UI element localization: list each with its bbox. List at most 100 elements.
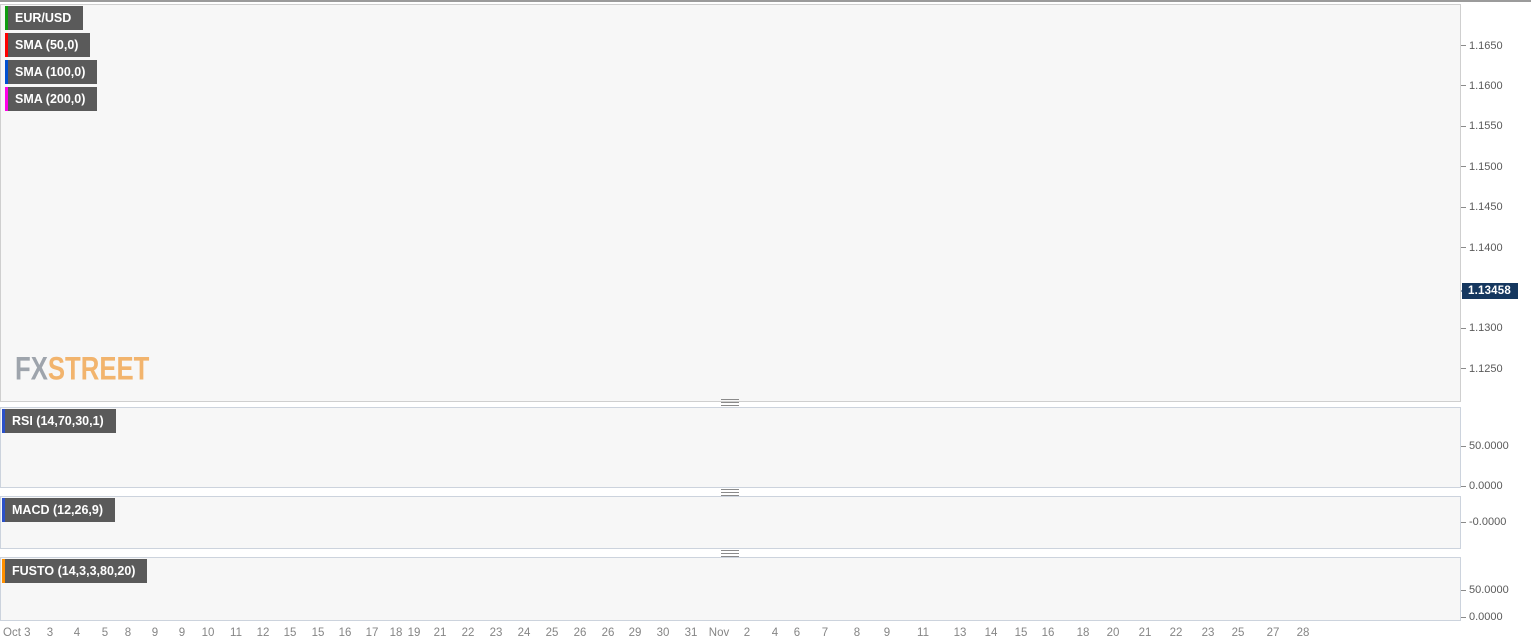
y-axis-tick-mark (1461, 616, 1466, 618)
x-axis-label: 15 (311, 627, 325, 639)
panel-resize-handle-rsi-macd[interactable] (721, 489, 739, 496)
x-axis-label: 6 (793, 627, 801, 639)
y-axis-tick-mark (1461, 521, 1466, 523)
x-axis-label: 16 (1041, 627, 1055, 639)
y-axis-tick-mark (1461, 166, 1466, 168)
legend-sma200-chip[interactable]: SMA (200,0) (5, 87, 98, 111)
x-axis-label: 9 (883, 627, 891, 639)
y-axis-tick-label: 1.1250 (1469, 362, 1503, 375)
y-axis-tick-label: 1.1400 (1469, 241, 1503, 254)
y-axis-tick-label: 0.0000 (1469, 480, 1503, 492)
y-axis-tick-mark (1461, 368, 1466, 370)
panel-resize-handle-main-rsi[interactable] (721, 399, 739, 406)
x-axis-label: 19 (407, 627, 421, 639)
y-axis-tick-label: 1.1550 (1469, 120, 1503, 133)
y-axis-tick-label: 1.1650 (1469, 39, 1503, 52)
x-axis-label: 15 (1014, 627, 1028, 639)
y-axis-tick-mark (1461, 485, 1466, 487)
x-axis-label: 3 (46, 627, 54, 639)
y-axis-tick-label: 1.1300 (1469, 322, 1503, 335)
rsi-label: RSI (14,70,30,1) (5, 409, 116, 433)
x-axis-label: 30 (656, 627, 670, 639)
x-axis-label: 18 (389, 627, 403, 639)
y-axis-tick-mark (1461, 247, 1466, 248)
x-axis-label: 25 (1231, 627, 1245, 639)
x-axis-label: 26 (601, 627, 615, 639)
x-axis-label: 15 (283, 627, 297, 639)
y-axis-tick-label: 1.1500 (1469, 160, 1503, 173)
x-axis-label: 23 (489, 627, 503, 639)
y-axis-tick-mark (1461, 125, 1466, 127)
x-axis-label: 14 (984, 627, 998, 639)
x-axis-label: 18 (1076, 627, 1090, 639)
current-price-badge: 1.13458 (1461, 283, 1518, 299)
fxstreet-watermark: FXSTREET (15, 350, 149, 388)
rsi-indicator-chip[interactable]: RSI (14,70,30,1) (2, 409, 116, 433)
x-axis-label: 13 (953, 627, 967, 639)
x-axis-label: 4 (771, 627, 779, 639)
x-axis-label: 24 (517, 627, 531, 639)
legend-sma100-chip[interactable]: SMA (100,0) (5, 60, 98, 84)
sma50-color-marker (5, 33, 8, 57)
x-axis-label: 22 (1169, 627, 1183, 639)
y-axis-tick-label: 0.0000 (1469, 611, 1503, 623)
x-axis-label: 11 (230, 627, 242, 639)
x-axis-label: Oct 3 (3, 627, 31, 639)
macd-indicator-chip[interactable]: MACD (12,26,9) (2, 498, 115, 522)
stochastic-label: FUSTO (14,3,3,80,20) (5, 559, 148, 583)
x-axis-label: 9 (151, 627, 159, 639)
macd-color-marker (2, 498, 5, 522)
x-axis-label: 20 (1106, 627, 1120, 639)
x-axis-label: 29 (628, 627, 642, 639)
y-axis-tick-mark (1461, 327, 1466, 329)
x-axis-label: 26 (573, 627, 587, 639)
legend-sma50-chip[interactable]: SMA (50,0) (5, 33, 91, 57)
stochastic-color-marker (2, 559, 5, 583)
x-axis-label: 21 (433, 627, 447, 639)
x-axis-label: Nov (708, 627, 730, 639)
x-axis-label: 28 (1296, 627, 1310, 639)
x-axis-label: 10 (201, 627, 215, 639)
x-axis-label: 4 (73, 627, 81, 639)
symbol-color-marker (5, 6, 8, 30)
legend-symbol-chip[interactable]: EUR/USD (5, 6, 84, 30)
panel-resize-handle-macd-stoch[interactable] (721, 550, 739, 557)
y-axis-tick-label: 1.1600 (1469, 79, 1503, 92)
x-axis-label: 8 (853, 627, 861, 639)
x-axis-label: 12 (256, 627, 270, 639)
stochastic-indicator-chip[interactable]: FUSTO (14,3,3,80,20) (2, 559, 148, 583)
sma50-label: SMA (50,0) (8, 33, 91, 57)
x-axis-label: 23 (1201, 627, 1215, 639)
y-axis-tick-label: 1.1450 (1469, 201, 1503, 214)
x-axis-label: 16 (338, 627, 352, 639)
rsi-color-marker (2, 409, 5, 433)
x-axis-label: 11 (917, 627, 929, 639)
watermark-street: STREET (47, 350, 150, 387)
y-axis-tick-label: 50.0000 (1469, 440, 1509, 452)
y-axis-tick-mark (1461, 445, 1466, 447)
x-axis-label: 17 (365, 627, 379, 639)
symbol-label: EUR/USD (8, 6, 84, 30)
sma100-label: SMA (100,0) (8, 60, 98, 84)
x-axis-label: 8 (124, 627, 132, 639)
x-axis-label: 2 (743, 627, 751, 639)
x-axis-label: 9 (178, 627, 186, 639)
sma200-label: SMA (200,0) (8, 87, 98, 111)
x-axis-label: 5 (101, 627, 109, 639)
x-axis-label: 31 (684, 627, 698, 639)
y-axis-tick-label: 50.0000 (1469, 584, 1509, 596)
y-axis-tick-label: -0.0000 (1469, 516, 1507, 528)
y-axis-tick-mark (1461, 206, 1466, 208)
sma200-color-marker (5, 87, 8, 111)
macd-label: MACD (12,26,9) (5, 498, 115, 522)
x-axis-label: 25 (545, 627, 559, 639)
x-axis-label: 7 (821, 627, 829, 639)
x-axis-label: 22 (461, 627, 475, 639)
sma100-color-marker (5, 60, 8, 84)
y-axis-tick-mark (1461, 85, 1466, 87)
watermark-fx: FX (15, 350, 48, 387)
x-axis-label: 27 (1266, 627, 1280, 639)
y-axis-tick-mark (1461, 589, 1466, 591)
